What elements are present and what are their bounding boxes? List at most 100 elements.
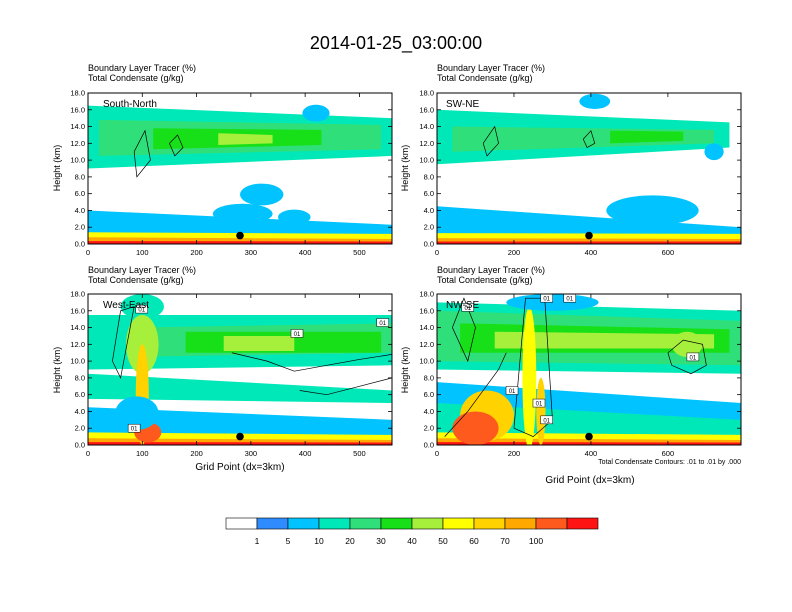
plot-area: 01 01 01 01 01 01 01 0.0 2.0 4.0 6.0 8.0 10.0 12.0 14.…: [419, 290, 742, 458]
colorbar-swatch: [535, 517, 568, 530]
tracer-band: [437, 241, 741, 244]
tracer-blob: [536, 377, 546, 445]
plot-area: 01 01 01 01 0.0 2.0 4.0 6.0 8.0 10.0 12.0 14.0 16.0 1…: [70, 290, 393, 458]
x-tick-label: 200: [190, 248, 203, 257]
contour-label: 01: [509, 389, 516, 395]
y-tick-label: 4.0: [424, 206, 434, 215]
condensate-contour: [231, 352, 392, 372]
contour-label: 01: [690, 355, 697, 361]
contour-label: 01: [379, 321, 386, 327]
y-tick-label: 0.0: [424, 441, 434, 450]
y-tick-label: 4.0: [424, 407, 434, 416]
tracer-band: [223, 335, 295, 352]
panel-header-condensate: Total Condensate (g/kg): [437, 73, 533, 83]
panel-header-condensate: Total Condensate (g/kg): [88, 275, 184, 285]
colorbar-swatch: [256, 517, 289, 530]
field-shading: 01 01 01 01: [88, 294, 392, 445]
condensate-contour: [452, 297, 476, 363]
colorbar-label: 60: [469, 536, 479, 546]
contour-label: 01: [131, 427, 138, 433]
tracer-band: [218, 133, 273, 146]
panel-header-tracer: Boundary Layer Tracer (%): [88, 63, 196, 73]
tracer-band: [610, 130, 684, 144]
colorbar-swatch: [349, 517, 382, 530]
condensate-contour: [482, 125, 499, 157]
condensate-contour: [112, 306, 135, 379]
tracer-blob: [606, 195, 699, 226]
x-tick-label: 200: [508, 248, 521, 257]
panel-header-tracer: Boundary Layer Tracer (%): [437, 63, 545, 73]
y-tick-label: 8.0: [424, 373, 434, 382]
tracer-band: [494, 331, 715, 349]
y-tick-label: 14.0: [70, 323, 85, 332]
colorbar-label: 100: [529, 536, 543, 546]
colorbar-label: 70: [500, 536, 510, 546]
y-tick-label: 6.0: [75, 390, 85, 399]
contour-label: 01: [464, 306, 471, 312]
tracer-blob: [302, 104, 330, 122]
location-marker: [236, 432, 244, 441]
colorbar-swatch: [318, 517, 351, 530]
y-tick-label: 14.0: [419, 323, 434, 332]
location-marker: [585, 231, 593, 240]
x-tick-label: 300: [245, 449, 258, 458]
tracer-blob: [212, 203, 273, 224]
y-tick-label: 8.0: [75, 373, 85, 382]
colorbar-label: 20: [345, 536, 355, 546]
panel-south-north: Boundary Layer Tracer (%) Total Condensa…: [52, 63, 393, 257]
tracer-band: [437, 206, 741, 242]
panel-west-east: Boundary Layer Tracer (%) Total Condensa…: [52, 265, 393, 473]
colorbar-swatch: [442, 517, 475, 530]
y-axis-label: Height (km): [52, 145, 62, 192]
tracer-band: [88, 442, 392, 445]
y-tick-label: 14.0: [70, 122, 85, 131]
panel-label: NW-SE: [446, 300, 479, 311]
x-tick-label: 300: [245, 248, 258, 257]
y-tick-label: 16.0: [70, 306, 85, 315]
contour-label-box: [461, 303, 475, 312]
contour-label: 01: [138, 308, 145, 314]
y-axis-label: Height (km): [400, 145, 410, 192]
field-shading: [437, 93, 741, 244]
x-tick-label: 500: [353, 248, 366, 257]
y-tick-label: 2.0: [424, 424, 434, 433]
y-tick-label: 6.0: [424, 390, 434, 399]
field-shading: 01 01 01 01 01 01 01: [437, 294, 741, 445]
figure-title: 2014-01-25_03:00:00: [310, 33, 482, 54]
plot-frame: [87, 293, 393, 446]
tracer-blob: [452, 411, 499, 445]
tracer-band: [88, 407, 392, 441]
y-tick-label: 10.0: [70, 156, 85, 165]
x-tick-label: 0: [86, 248, 90, 257]
colorbar-swatch: [287, 517, 320, 530]
panel-header-condensate: Total Condensate (g/kg): [88, 73, 184, 83]
colorbar-label: 30: [376, 536, 386, 546]
x-axis-label: Grid Point (dx=3km): [195, 462, 284, 473]
y-tick-label: 8.0: [424, 172, 434, 181]
condensate-contour: [667, 339, 707, 375]
plot-frame: [87, 92, 393, 245]
contour-label-box: [376, 318, 390, 327]
panel-label: South-North: [103, 99, 157, 110]
tracer-blob: [240, 183, 284, 206]
tracer-blob: [671, 331, 703, 357]
contour-label: 01: [543, 297, 550, 303]
tracer-blob: [704, 143, 724, 161]
colorbar-label: 1: [255, 536, 260, 546]
panel-header-condensate: Total Condensate (g/kg): [437, 275, 533, 285]
y-tick-label: 12.0: [70, 139, 85, 148]
tracer-blob: [579, 93, 611, 109]
plot-area: 0.0 2.0 4.0 6.0 8.0 10.0 12.0 14.0 16.0 18.0 0 200 4…: [419, 89, 742, 257]
condensate-contour: [169, 134, 184, 157]
contour-label: 01: [543, 418, 550, 424]
plot-frame: [436, 92, 742, 245]
x-tick-label: 0: [86, 449, 90, 458]
colorbar-swatch: [225, 517, 258, 530]
contour-label: 01: [536, 402, 543, 408]
contour-note: Total Condensate Contours: .01 to .01 by…: [598, 459, 741, 466]
x-tick-label: 200: [190, 449, 203, 458]
condensate-contour: [582, 130, 596, 149]
y-tick-label: 12.0: [419, 139, 434, 148]
colorbar-swatch: [411, 517, 444, 530]
panel-sw-ne: Boundary Layer Tracer (%) Total Condensa…: [400, 63, 742, 257]
